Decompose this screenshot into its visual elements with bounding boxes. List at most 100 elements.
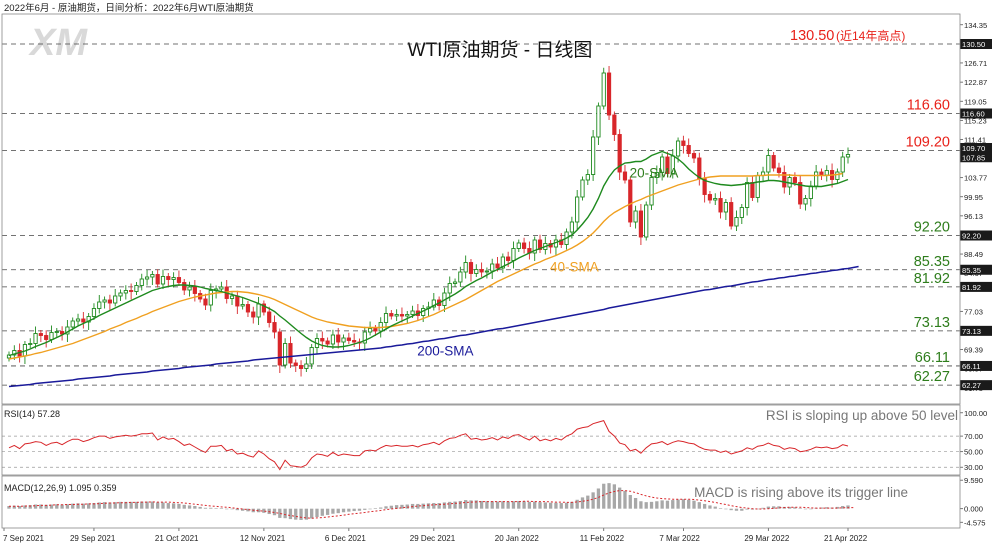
candle-body (766, 155, 771, 173)
macd-histogram-bar (203, 507, 208, 509)
level-price-tag-label: 116.60 (962, 110, 985, 119)
candle-body (298, 365, 304, 369)
candle-body (129, 290, 134, 292)
x-tick-label: 7 Sep 2021 (3, 534, 44, 543)
candle-body (750, 182, 755, 198)
macd-histogram-bar (448, 501, 452, 509)
y-tick-label: 119.05 (964, 97, 987, 106)
candle-body (91, 308, 97, 317)
rsi-tick-label: 70.00 (964, 432, 983, 441)
main-frame (1, 13, 961, 405)
macd-panel: MACD(12,26,9) 1.095 0.359 MACD is rising… (4, 476, 986, 527)
macd-histogram-bar (288, 508, 293, 520)
candle-body (373, 328, 378, 332)
candle-body (267, 311, 272, 323)
macd-tick-label: 0.000 (964, 505, 983, 514)
macd-histogram-bar (437, 503, 441, 509)
candle-body (575, 196, 580, 223)
candle-body (506, 256, 511, 261)
macd-histogram-bar (214, 508, 218, 509)
macd-histogram-bar (134, 501, 139, 509)
macd-histogram-bar (331, 508, 335, 514)
macd-histogram-bar (108, 502, 112, 509)
candle-body (612, 114, 617, 135)
macd-histogram-bar (575, 499, 579, 509)
macd-histogram-bar (193, 506, 197, 509)
candle-body (277, 331, 282, 366)
macd-histogram-bar (7, 506, 11, 509)
y-tick-label: 126.71 (964, 59, 987, 68)
level-price-tag (960, 108, 992, 119)
macd-histogram-bar (570, 501, 574, 509)
macd-histogram-bar (564, 502, 569, 509)
candle-body (383, 313, 389, 323)
candle-body (686, 145, 691, 154)
candle-body (739, 207, 744, 218)
macd-histogram-bar (140, 501, 144, 509)
macd-histogram-bar (400, 504, 404, 509)
macd-histogram-bar (12, 505, 16, 509)
macd-histogram-bar (225, 508, 229, 510)
macd-histogram-bar (426, 503, 431, 509)
macd-histogram-bar (129, 501, 133, 509)
candle-body (118, 292, 123, 297)
candle-body (341, 337, 346, 343)
macd-histogram-bar (246, 508, 250, 512)
level-label: 109.20 (906, 135, 950, 151)
y-tick-label: 99.95 (964, 193, 983, 202)
sma-label-sma40: 40-SMA (550, 260, 599, 275)
y-tick-label: 122.87 (964, 78, 987, 87)
candle-body (70, 320, 75, 328)
macd-histogram-bar (745, 508, 749, 510)
candle-body (495, 263, 500, 269)
y-tick-label: 88.49 (964, 250, 983, 259)
macd-histogram-bar (432, 503, 436, 509)
candle-body (155, 274, 160, 285)
macd-histogram-bar (161, 502, 165, 509)
macd-histogram-bar (325, 508, 330, 515)
macd-label: MACD(12,26,9) 1.095 0.359 (4, 483, 117, 493)
candle-body (320, 338, 325, 342)
macd-histogram-bar (283, 508, 287, 519)
candle-body (304, 363, 309, 369)
macd-histogram-bar (787, 506, 792, 509)
candle-body (723, 202, 728, 213)
candle-body (463, 262, 468, 273)
x-tick-label: 29 Dec 2021 (410, 534, 456, 543)
macd-histogram-bar (262, 508, 266, 513)
current-price-tag (960, 143, 992, 153)
macd-histogram-bar (798, 508, 802, 509)
macd-histogram-bar (373, 508, 378, 509)
candle-body (171, 277, 176, 280)
macd-histogram-bar (724, 508, 728, 510)
rsi-tick-label: 50.00 (964, 448, 983, 457)
level-price-tag-label: 62.27 (962, 381, 981, 390)
candle-body (707, 194, 713, 201)
macd-histogram-bar (92, 503, 96, 509)
header-text: 2022年6月 - 原油期货，日间分析：2022年6月WTI原油期货 (4, 2, 254, 14)
candle-body (288, 343, 293, 364)
y-tick-label: 69.39 (964, 346, 983, 355)
macd-histogram-bar (187, 505, 192, 509)
candle-body (235, 295, 240, 307)
macd-histogram-bar (586, 495, 590, 509)
macd-histogram-bar (394, 505, 399, 509)
macd-histogram-bar (102, 502, 107, 509)
macd-histogram-bar (665, 500, 670, 509)
candle-body (745, 182, 750, 208)
macd-histogram-bar (272, 508, 277, 516)
x-tick-label: 11 Feb 2022 (580, 534, 625, 543)
level-label: 62.27 (914, 369, 950, 385)
candle-body (367, 328, 373, 333)
macd-histogram-bar (671, 500, 675, 509)
macd-histogram-bar (464, 500, 468, 509)
candle-body (187, 286, 192, 291)
macd-histogram-bar (479, 500, 484, 509)
candle-body (330, 334, 336, 345)
rsi-panel: RSI(14) 57.28 RSI is sloping up above 50… (2, 408, 987, 472)
macd-histogram-bar (235, 508, 239, 511)
xm-logo: XM (28, 22, 88, 64)
macd-histogram-bar (49, 504, 54, 509)
level-price-tag (960, 264, 992, 275)
y-tick-label: 103.77 (964, 174, 987, 183)
